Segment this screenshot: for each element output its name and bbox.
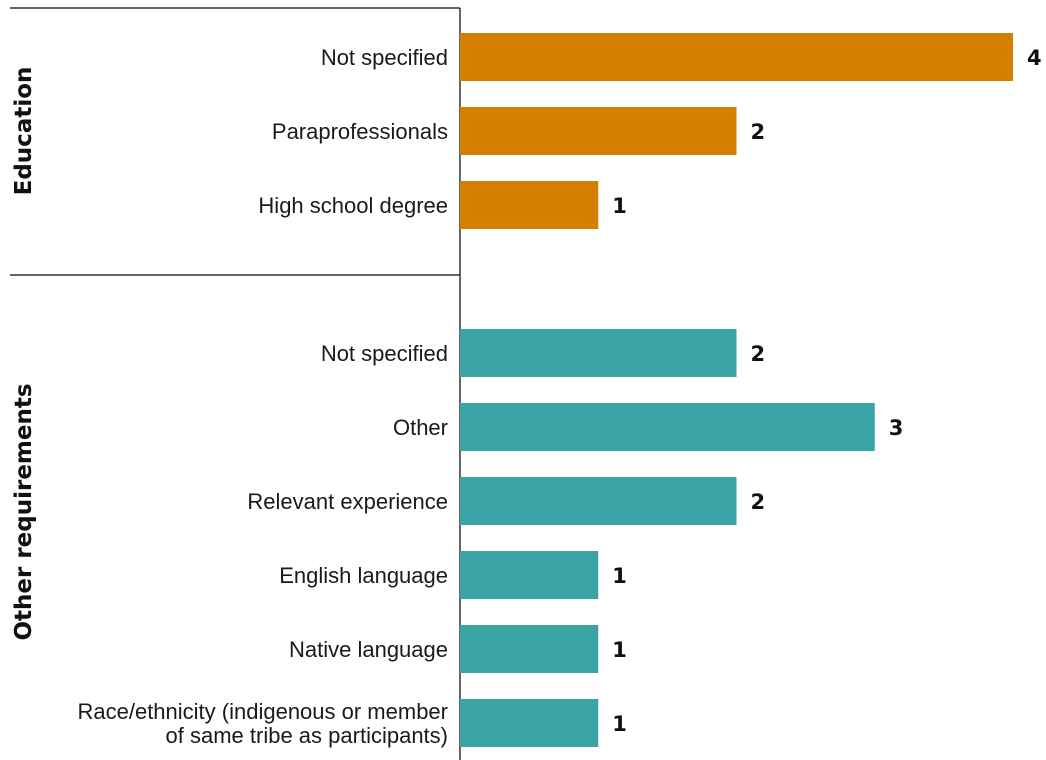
bar (460, 329, 737, 377)
bar (460, 403, 875, 451)
bar (460, 625, 599, 673)
category-label: Other (393, 415, 448, 440)
value-label: 1 (612, 638, 627, 662)
category-label: English language (279, 563, 448, 588)
category-label: High school degree (258, 193, 448, 218)
bar (460, 107, 737, 155)
category-label: Not specified (321, 45, 448, 70)
bar (460, 33, 1013, 81)
value-label: 1 (612, 194, 627, 218)
category-label: Paraprofessionals (272, 119, 448, 144)
value-label: 2 (751, 490, 766, 514)
value-label: 2 (751, 120, 766, 144)
bar (460, 477, 737, 525)
group-label: Education (11, 67, 37, 196)
category-label: Not specified (321, 341, 448, 366)
chart-marks: Education 4 Not specified 2 Paraprofessional… (11, 33, 1042, 748)
value-label: 4 (1027, 46, 1042, 70)
category-label: Native language (289, 637, 448, 662)
bar (460, 699, 599, 747)
group-label: Other requirements (11, 383, 37, 640)
category-label: Relevant experience (247, 489, 448, 514)
value-label: 1 (612, 564, 627, 588)
value-label: 1 (612, 712, 627, 736)
category-label: Race/ethnicity (indigenous or member of s… (77, 699, 448, 748)
bar (460, 181, 599, 229)
category-label-line: Race/ethnicity (indigenous or member (77, 699, 448, 724)
value-label: 2 (751, 342, 766, 366)
bar (460, 551, 599, 599)
category-label-line: of same tribe as participants) (166, 723, 448, 748)
value-label: 3 (889, 416, 904, 440)
